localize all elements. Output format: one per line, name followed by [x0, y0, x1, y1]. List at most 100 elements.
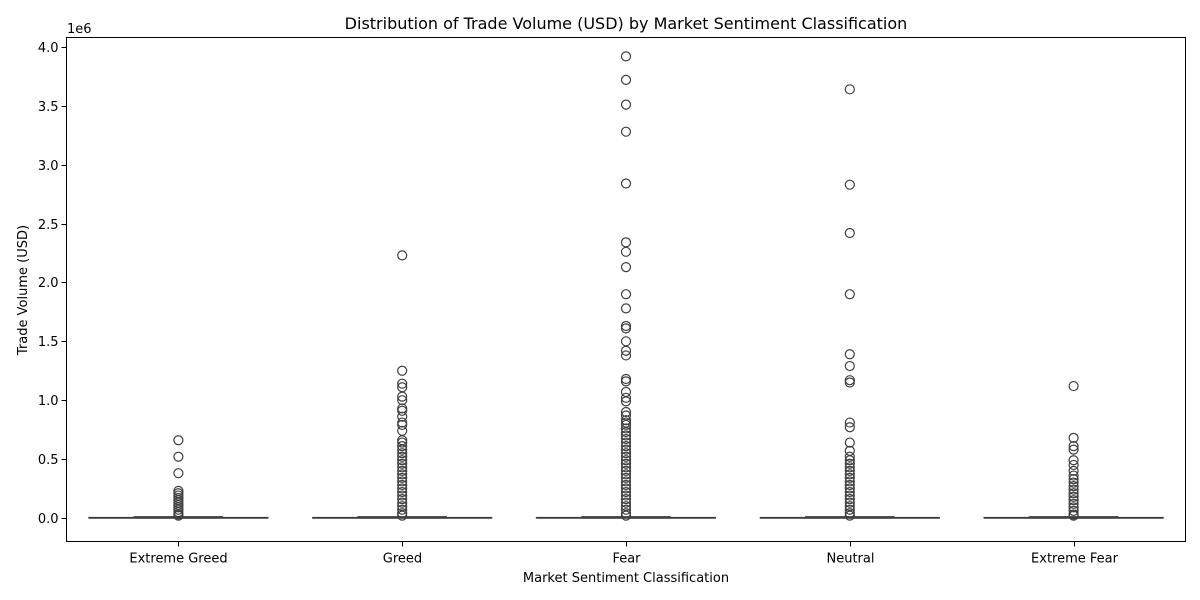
- outlier-point: [620, 99, 632, 110]
- outlier-point: [844, 455, 855, 466]
- outlier-point: [620, 419, 632, 431]
- outlier-point: [1068, 465, 1079, 476]
- outlier-point: [397, 497, 408, 508]
- outlier-point: [1068, 481, 1079, 492]
- y-axis: 0.0 0.5 1.0 1.5 2.0 2.5 3.0 3.5 4.0: [38, 41, 67, 527]
- outlier-point: [620, 458, 632, 469]
- outlier-point: [620, 441, 632, 452]
- outlier-point: [844, 422, 855, 433]
- outlier-point: [844, 458, 855, 469]
- outlier-point: [844, 289, 855, 300]
- outlier-point: [620, 437, 632, 448]
- outlier-point: [620, 406, 632, 418]
- outlier-point: [1068, 510, 1079, 521]
- outlier-point: [844, 483, 855, 494]
- outlier-point: [620, 426, 632, 438]
- outlier-point: [397, 458, 408, 469]
- outlier-point: [620, 494, 632, 505]
- outlier-point: [173, 451, 184, 462]
- chart-title: Distribution of Trade Volume (USD) by Ma…: [345, 14, 908, 33]
- outlier-point: [620, 490, 632, 501]
- outlier-point: [620, 126, 632, 137]
- outlier-point: [1068, 470, 1079, 481]
- outlier-point: [620, 345, 632, 356]
- outlier-point: [620, 303, 632, 314]
- outlier-point: [397, 469, 408, 480]
- box-group: [312, 250, 493, 521]
- outlier-point: [397, 451, 408, 462]
- outlier-point: [397, 494, 408, 505]
- outlier-point: [173, 510, 184, 521]
- outlier-point: [397, 465, 408, 476]
- outlier-point: [397, 510, 408, 521]
- outlier-point: [844, 227, 855, 239]
- outlier-point: [844, 465, 855, 476]
- box-group: [759, 84, 940, 521]
- outlier-point: [620, 350, 632, 361]
- outlier-point: [397, 391, 408, 402]
- outlier-point: [1068, 432, 1079, 443]
- outlier-point: [844, 462, 855, 473]
- y-axis-label: Trade Volume (USD): [16, 225, 31, 356]
- outlier-point: [620, 472, 632, 484]
- outlier-point: [1068, 455, 1079, 466]
- outlier-point: [620, 396, 632, 407]
- outlier-point: [397, 419, 408, 431]
- outlier-point: [397, 441, 408, 452]
- outlier-point: [844, 417, 855, 428]
- plot-area: [88, 51, 1164, 521]
- outlier-point: [397, 476, 408, 487]
- outlier-point: [844, 472, 855, 484]
- outlier-point: [1068, 498, 1079, 509]
- outlier-point: [397, 444, 408, 455]
- y-tick-label: 2.5: [38, 218, 59, 233]
- outlier-point: [397, 437, 408, 448]
- outlier-point: [1068, 488, 1079, 499]
- outlier-point: [397, 250, 408, 261]
- outlier-point: [397, 462, 408, 473]
- outlier-point: [1068, 502, 1079, 513]
- outlier-point: [1068, 477, 1079, 488]
- outlier-point: [1068, 491, 1079, 502]
- outlier-point: [620, 486, 632, 498]
- outlier-point: [844, 469, 855, 480]
- outlier-point: [844, 490, 855, 501]
- outlier-point: [620, 479, 632, 491]
- y-tick-label: 0.5: [38, 453, 59, 468]
- outlier-point: [620, 465, 632, 476]
- y-tick-label: 0.0: [38, 512, 59, 527]
- outlier-point: [844, 349, 855, 360]
- outlier-point: [844, 494, 855, 505]
- y-tick-label: 1.5: [38, 335, 59, 350]
- outlier-point: [397, 448, 408, 459]
- outlier-point: [620, 74, 632, 85]
- outlier-point: [397, 405, 408, 416]
- outlier-point: [620, 246, 632, 257]
- outlier-point: [620, 451, 632, 462]
- x-axis: Extreme Greed Greed Fear Neutral Extreme Fea…: [129, 541, 1119, 567]
- outlier-point: [397, 455, 408, 466]
- outlier-point: [844, 437, 855, 448]
- outlier-point: [620, 430, 632, 441]
- y-tick-label: 3.5: [38, 100, 59, 115]
- outlier-point: [844, 179, 855, 190]
- outlier-point: [1068, 444, 1079, 455]
- outlier-point: [397, 486, 408, 498]
- x-axis-label: Market Sentiment Classification: [523, 571, 729, 586]
- outlier-point: [173, 468, 184, 479]
- outlier-point: [397, 395, 408, 406]
- outlier-point: [1068, 473, 1079, 485]
- outlier-point: [620, 289, 632, 300]
- x-tick-label: Neutral: [827, 552, 875, 567]
- y-tick-label: 3.0: [38, 159, 59, 174]
- outlier-point: [844, 451, 855, 462]
- outlier-point: [620, 262, 632, 273]
- x-tick-label: Extreme Greed: [129, 552, 227, 567]
- outlier-point: [1068, 505, 1079, 516]
- outlier-point: [620, 462, 632, 473]
- outlier-point: [620, 469, 632, 480]
- outlier-point: [620, 510, 632, 521]
- outlier-point: [620, 423, 632, 434]
